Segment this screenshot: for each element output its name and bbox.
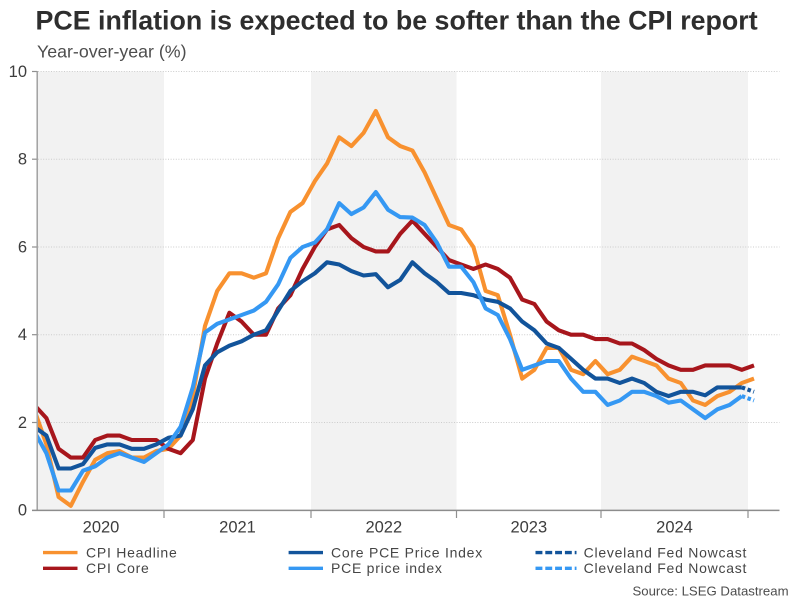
svg-text:2024: 2024 (656, 519, 693, 537)
svg-text:CPI Core: CPI Core (86, 560, 150, 576)
svg-text:4: 4 (18, 326, 27, 344)
svg-text:8: 8 (18, 151, 27, 169)
svg-text:0: 0 (18, 502, 27, 520)
svg-text:2022: 2022 (365, 519, 402, 537)
svg-text:Year-over-year (%): Year-over-year (%) (37, 42, 187, 62)
svg-text:10: 10 (9, 63, 27, 81)
svg-text:PCE inflation is expected to b: PCE inflation is expected to be softer t… (36, 6, 758, 36)
svg-text:2023: 2023 (510, 519, 547, 537)
svg-text:Cleveland Fed Nowcast: Cleveland Fed Nowcast (584, 560, 748, 576)
svg-text:Core PCE Price Index: Core PCE Price Index (331, 544, 483, 560)
svg-text:PCE price index: PCE price index (331, 560, 443, 576)
svg-text:2021: 2021 (219, 519, 256, 537)
svg-text:6: 6 (18, 238, 27, 256)
svg-text:Cleveland Fed Nowcast: Cleveland Fed Nowcast (584, 544, 748, 560)
svg-text:CPI Headline: CPI Headline (86, 544, 178, 560)
svg-text:Source: LSEG Datastream: Source: LSEG Datastream (632, 584, 788, 599)
svg-text:2: 2 (18, 414, 27, 432)
svg-text:2020: 2020 (83, 519, 120, 537)
